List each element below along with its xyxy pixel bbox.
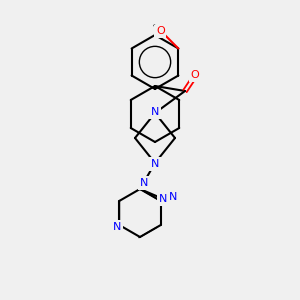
Text: N: N — [140, 178, 148, 188]
Text: N: N — [151, 159, 159, 169]
Text: N: N — [169, 192, 177, 202]
Text: O: O — [156, 26, 165, 37]
Text: N: N — [159, 194, 167, 204]
Text: N: N — [113, 222, 122, 232]
Text: O: O — [190, 70, 200, 80]
Text: N: N — [151, 107, 159, 117]
